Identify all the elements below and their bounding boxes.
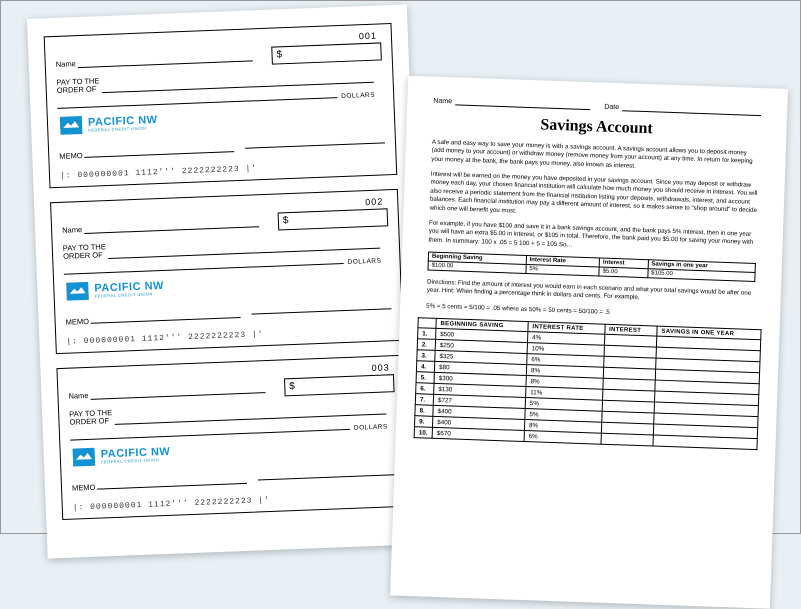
row-number: 5. xyxy=(416,372,434,384)
bank-logo: PACIFIC NW FEDERAL CREDIT UNION xyxy=(73,445,171,467)
mountain-icon xyxy=(73,448,96,467)
bank-logo: PACIFIC NW FEDERAL CREDIT UNION xyxy=(60,113,158,135)
name-label: Name xyxy=(56,59,76,69)
check-number: 003 xyxy=(371,362,389,373)
row-number: 9. xyxy=(414,416,432,428)
bank-name: PACIFIC NW xyxy=(101,446,171,459)
savings-one-year-cell xyxy=(653,435,758,450)
row-number: 2. xyxy=(417,339,435,351)
payto-label: PAY TO THEORDER OF xyxy=(56,77,100,95)
memo-line xyxy=(84,142,234,158)
memo-label: MEMO xyxy=(72,483,96,493)
interest-rate-cell: 6% xyxy=(524,431,601,445)
date-label: Date xyxy=(604,104,619,112)
row-number: 3. xyxy=(417,350,435,362)
mountain-icon xyxy=(66,282,89,301)
bank-logo: PACIFIC NW FEDERAL CREDIT UNION xyxy=(66,279,164,301)
check-number: 001 xyxy=(359,31,377,42)
intro-para-3: For example, if you have $100 and save i… xyxy=(428,219,757,256)
directions-text: Directions: Find the amount of interest … xyxy=(427,278,755,306)
beginning-saving-cell: $670 xyxy=(432,427,524,441)
row-number: 10. xyxy=(414,427,432,439)
dollars-label: DOLLARS xyxy=(354,423,388,431)
blank-check: 003 Name PAY TO THEORDER OF DOLLARS PACI… xyxy=(56,355,410,520)
payto-label: PAY TO THEORDER OF xyxy=(63,243,107,261)
interest-cell xyxy=(601,433,654,446)
bank-name: PACIFIC NW xyxy=(88,115,158,128)
example-table: Beginning Saving Interest Rate Interest … xyxy=(427,251,755,281)
name-line xyxy=(84,217,259,234)
intro-para-2: Interest will be earned on the money you… xyxy=(429,171,758,224)
page-title: Savings Account xyxy=(432,113,760,142)
amount-box xyxy=(271,42,382,64)
name-line xyxy=(90,383,265,400)
row-number: 4. xyxy=(416,361,434,373)
memo-line xyxy=(91,308,241,324)
row-number: 6. xyxy=(416,383,434,395)
memo-line xyxy=(97,474,247,490)
payto-label: PAY TO THEORDER OF xyxy=(69,409,113,427)
check-number: 002 xyxy=(365,196,383,207)
name-label: Name xyxy=(62,225,82,235)
name-line xyxy=(78,51,253,68)
micr-line: |: 000000001 1112''' 2222222223 |' xyxy=(66,330,263,347)
blank-check: 001 Name PAY TO THEORDER OF DOLLARS PACI… xyxy=(44,23,398,188)
mountain-icon xyxy=(60,116,83,135)
row-number: 7. xyxy=(415,394,433,406)
checks-worksheet-page: 001 Name PAY TO THEORDER OF DOLLARS PACI… xyxy=(27,4,427,558)
name-field: Name xyxy=(433,95,590,110)
intro-para-1: A safe and easy way to save your money i… xyxy=(431,139,760,176)
memo-label: MEMO xyxy=(59,151,83,161)
name-label: Name xyxy=(68,391,88,401)
row-number: 8. xyxy=(415,405,433,417)
bank-name: PACIFIC NW xyxy=(94,280,164,293)
dollars-label: DOLLARS xyxy=(347,258,381,266)
micr-line: |: 000000001 1112''' 2222222223 |' xyxy=(73,496,270,513)
amount-box xyxy=(278,208,389,230)
dollars-label: DOLLARS xyxy=(341,92,375,100)
name-label: Name xyxy=(433,98,452,106)
exercise-table: BEGINNING SAVING INTEREST RATE INTEREST … xyxy=(414,317,762,450)
savings-worksheet-page: Name Date Savings Account A safe and eas… xyxy=(390,76,788,609)
date-field: Date xyxy=(604,101,761,116)
blank-check: 002 Name PAY TO THEORDER OF DOLLARS PACI… xyxy=(50,189,404,354)
amount-box xyxy=(284,374,395,396)
row-number: 1. xyxy=(418,328,436,340)
micr-line: |: 000000001 1112''' 2222222223 |' xyxy=(60,164,257,181)
memo-label: MEMO xyxy=(65,317,89,327)
